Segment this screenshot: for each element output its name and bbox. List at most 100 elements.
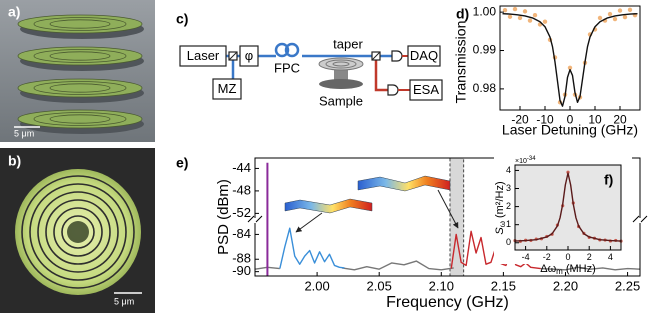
data-line	[514, 172, 622, 242]
y-tick-label: -48	[232, 182, 251, 197]
laser-box	[179, 45, 227, 67]
x-axis-label: Δωm (MHz)	[540, 263, 596, 276]
splitter-line	[371, 51, 381, 61]
data-point	[566, 170, 570, 174]
data-point	[542, 19, 548, 24]
y-tick-label: -52	[232, 205, 251, 220]
x-tick-label: 4	[608, 252, 613, 262]
data-point	[607, 11, 613, 17]
mode-shape	[284, 198, 373, 214]
panel-label: c)	[176, 11, 188, 27]
y-tick-label: -84	[232, 226, 251, 241]
data-point	[612, 16, 618, 22]
x-tick-label: -20	[511, 112, 529, 126]
panel-label: a)	[8, 4, 20, 20]
x-tick-label: 0	[565, 252, 570, 262]
x-axis-label: Laser Detuning (GHz)	[502, 122, 638, 138]
y-axis-label: Sω (m²/Hz)	[494, 181, 507, 234]
y-axis-label-sub: ω	[498, 221, 507, 227]
sample-icon	[318, 57, 364, 89]
x-axis-label-sub: m	[556, 267, 563, 276]
y-axis-label: PSD (dBm)	[215, 179, 232, 255]
panel-label: d)	[456, 6, 469, 22]
x-axis-label-unit: (MHz)	[566, 263, 596, 275]
y-axis-label-main: S	[494, 227, 506, 235]
data-point	[622, 14, 628, 20]
y-tick-label: -90	[232, 263, 251, 278]
data-point	[522, 9, 528, 14]
mz-label: MZ	[218, 81, 237, 96]
axis-break	[247, 215, 263, 223]
taper-label: taper	[333, 36, 363, 51]
plot-frame	[254, 157, 641, 277]
data-line	[279, 227, 345, 269]
y-tick-label: 0	[506, 237, 511, 247]
x-tick-label: -2	[543, 252, 551, 262]
arrow	[437, 189, 459, 229]
data-point	[532, 13, 538, 18]
y-tick-label: 2	[506, 201, 511, 211]
x-tick-label: 2.00	[304, 278, 329, 293]
axis-break-gap	[248, 218, 262, 223]
esa-label: ESA	[413, 82, 439, 97]
x-tick-label: 2	[587, 252, 592, 262]
x-tick-label: 20	[613, 112, 627, 126]
panel-a: a) 5 μm	[0, 0, 155, 142]
fiber	[226, 42, 392, 79]
disk-center	[67, 221, 89, 243]
sample-label: Sample	[319, 93, 363, 108]
esa-box	[409, 79, 443, 101]
electrical-line	[374, 60, 388, 92]
fpc-label: FPC	[274, 60, 300, 75]
panel-label: f)	[604, 172, 613, 188]
y-multiplier-exp: -34	[527, 156, 536, 162]
daq-box	[407, 45, 441, 67]
rings	[21, 175, 135, 289]
electrical-line	[398, 55, 410, 91]
y-tick-label: 1.00	[473, 4, 497, 18]
mode-shape	[357, 175, 451, 192]
x-tick-label: -10	[536, 112, 554, 126]
daq-label: DAQ	[410, 48, 438, 63]
data-point	[507, 14, 513, 19]
panel-c: c) Laser φ MZ FPC taper Sample DAQ ESA	[176, 11, 443, 108]
detector	[391, 50, 403, 62]
data-point	[502, 8, 508, 13]
y-tick-label: -88	[232, 251, 251, 266]
y-multiplier-base: ×10	[515, 158, 527, 165]
data-line	[502, 12, 638, 107]
y-tick-label: -44	[232, 160, 251, 175]
disk-stack	[17, 14, 144, 134]
y-tick-label: 0.99	[473, 43, 497, 57]
mz-box	[212, 78, 242, 100]
inset-plot-area	[515, 165, 621, 250]
x-tick-label: 2.20	[553, 278, 578, 293]
laser-label: Laser	[187, 48, 220, 63]
axis-break	[632, 215, 648, 223]
y-axis-label: Transmission	[453, 21, 469, 104]
data-point	[617, 8, 623, 13]
phase-label: φ	[245, 48, 253, 63]
splitter-line	[228, 51, 238, 61]
x-tick-label: 10	[588, 112, 602, 126]
data-point	[627, 7, 633, 13]
y-multiplier: ×10-34	[515, 156, 536, 165]
y-tick-label: 4	[506, 165, 511, 175]
axis-break-gap	[633, 218, 647, 223]
scale-label: 5 μm	[14, 128, 34, 138]
x-tick-label: 0	[567, 112, 574, 126]
x-tick-label: 2.15	[491, 278, 516, 293]
data-point	[527, 18, 533, 23]
data-point	[517, 15, 523, 21]
y-axis-label-unit: (m²/Hz)	[494, 181, 506, 218]
panel-label: e)	[176, 155, 188, 171]
plot-frame	[499, 5, 641, 111]
phase-box	[239, 45, 259, 67]
x-axis-label-main: Δω	[540, 263, 556, 275]
x-tick-label: -4	[522, 252, 530, 262]
data-point	[597, 15, 603, 21]
x-tick-label: 2.10	[429, 278, 454, 293]
